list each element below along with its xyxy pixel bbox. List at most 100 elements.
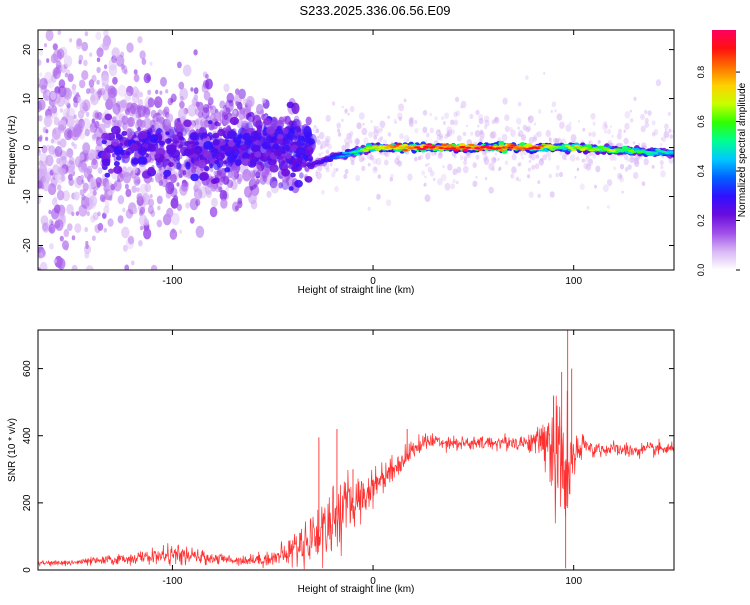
heatmap-blob <box>132 207 138 214</box>
heatmap-blob <box>111 125 121 135</box>
heatmap-blob <box>341 105 344 109</box>
heatmap-blob <box>164 125 174 137</box>
heatmap-blob <box>470 131 474 136</box>
heatmap-blob <box>81 41 89 52</box>
heatmap-blob <box>131 157 140 165</box>
heatmap-blob <box>137 105 147 118</box>
colorbar-ticks: 0.0 0.2 0.4 0.6 0.8 <box>696 66 740 276</box>
heatmap-blob <box>173 195 179 202</box>
snr-axes: -100 0 100 0 200 400 600 <box>22 330 674 587</box>
heatmap-blob <box>462 165 469 174</box>
heatmap-blob <box>189 148 198 156</box>
heatmap-blob <box>421 170 426 176</box>
heatmap-blob <box>57 30 62 35</box>
heatmap-blob <box>414 119 418 125</box>
heatmap-blob <box>38 164 48 177</box>
heatmap-blob <box>86 88 91 95</box>
heatmap-blob <box>518 178 522 183</box>
heatmap-blob <box>501 133 508 142</box>
heatmap-blob <box>155 89 159 95</box>
heatmap-blob <box>182 170 187 176</box>
heatmap-blob <box>356 122 362 130</box>
heatmap-blob <box>191 153 197 159</box>
heatmap-line-cell <box>398 146 406 149</box>
heatmap-blob <box>97 167 103 174</box>
heatmap-blob <box>664 128 667 132</box>
heatmap-blob <box>185 128 190 135</box>
heatmap-blob <box>62 87 71 99</box>
heatmap-blob <box>212 139 220 146</box>
heatmap-blob <box>540 157 544 162</box>
heatmap-blob <box>315 128 320 134</box>
heatmap-blob <box>168 144 177 152</box>
heatmap-blob <box>577 120 580 123</box>
heatmap-blob <box>68 173 73 181</box>
heatmap-blob <box>150 264 158 270</box>
heatmap-blob <box>317 164 323 172</box>
heatmap-blob <box>434 116 438 121</box>
heatmap-blob <box>517 101 522 107</box>
heatmap-blob <box>113 182 118 188</box>
heatmap-blob <box>126 85 134 97</box>
heatmap-blob <box>74 119 80 126</box>
heatmap-blob <box>522 124 528 131</box>
heatmap-blob <box>203 141 214 150</box>
heatmap-line-cell <box>585 144 592 149</box>
heatmap-blob <box>316 139 321 145</box>
heatmap-xtick-label: 100 <box>565 276 582 287</box>
heatmap-line-cell <box>567 146 574 149</box>
heatmap-blob <box>58 85 67 98</box>
heatmap-blob <box>534 163 540 170</box>
heatmap-blob <box>242 98 248 106</box>
heatmap-blob <box>587 158 594 167</box>
heatmap-blob <box>100 151 111 161</box>
heatmap-blob <box>136 118 143 128</box>
heatmap-blob <box>162 214 170 225</box>
heatmap-blob <box>194 179 202 189</box>
heatmap-blob <box>126 128 133 137</box>
heatmap-blob <box>281 168 291 177</box>
heatmap-blob <box>185 202 190 209</box>
heatmap-blob <box>219 159 224 165</box>
heatmap-blob <box>237 197 243 205</box>
heatmap-blob <box>57 258 66 270</box>
colorbar-tick-label: 0.0 <box>696 264 706 277</box>
heatmap-blob <box>549 191 555 198</box>
heatmap-blob <box>462 131 467 137</box>
heatmap-blob <box>288 186 294 191</box>
heatmap-blob <box>661 136 666 143</box>
heatmap-blob <box>82 142 91 154</box>
heatmap-blob <box>407 173 413 181</box>
heatmap-blob <box>545 129 551 138</box>
heatmap-blob <box>219 100 226 109</box>
heatmap-blob <box>166 207 174 218</box>
heatmap-blob <box>429 170 435 177</box>
heatmap-blob <box>131 260 135 266</box>
heatmap-blob <box>89 127 94 133</box>
heatmap-blob <box>554 138 560 144</box>
heatmap-blob <box>367 162 371 167</box>
heatmap-blob <box>597 139 601 144</box>
heatmap-blob <box>595 165 601 173</box>
heatmap-line-cell <box>383 146 391 149</box>
heatmap-blob <box>162 109 168 117</box>
heatmap-blob <box>171 212 180 226</box>
heatmap-blob <box>104 172 111 178</box>
heatmap-line-cell <box>374 148 382 151</box>
heatmap-line-cell <box>447 145 454 148</box>
heatmap-blob <box>42 126 48 134</box>
heatmap-blob <box>199 171 209 181</box>
heatmap-line-cell <box>459 145 466 149</box>
colorbar-gradient <box>712 30 736 270</box>
heatmap-blob <box>141 193 151 206</box>
heatmap-blob <box>147 166 155 174</box>
heatmap-blob <box>518 162 522 167</box>
heatmap-blob <box>125 237 135 250</box>
heatmap-blob <box>623 154 629 161</box>
heatmap-blob <box>554 138 559 143</box>
heatmap-blob <box>307 145 312 151</box>
heatmap-blob <box>460 100 467 109</box>
heatmap-blob <box>442 165 445 169</box>
heatmap-blob <box>125 188 132 198</box>
